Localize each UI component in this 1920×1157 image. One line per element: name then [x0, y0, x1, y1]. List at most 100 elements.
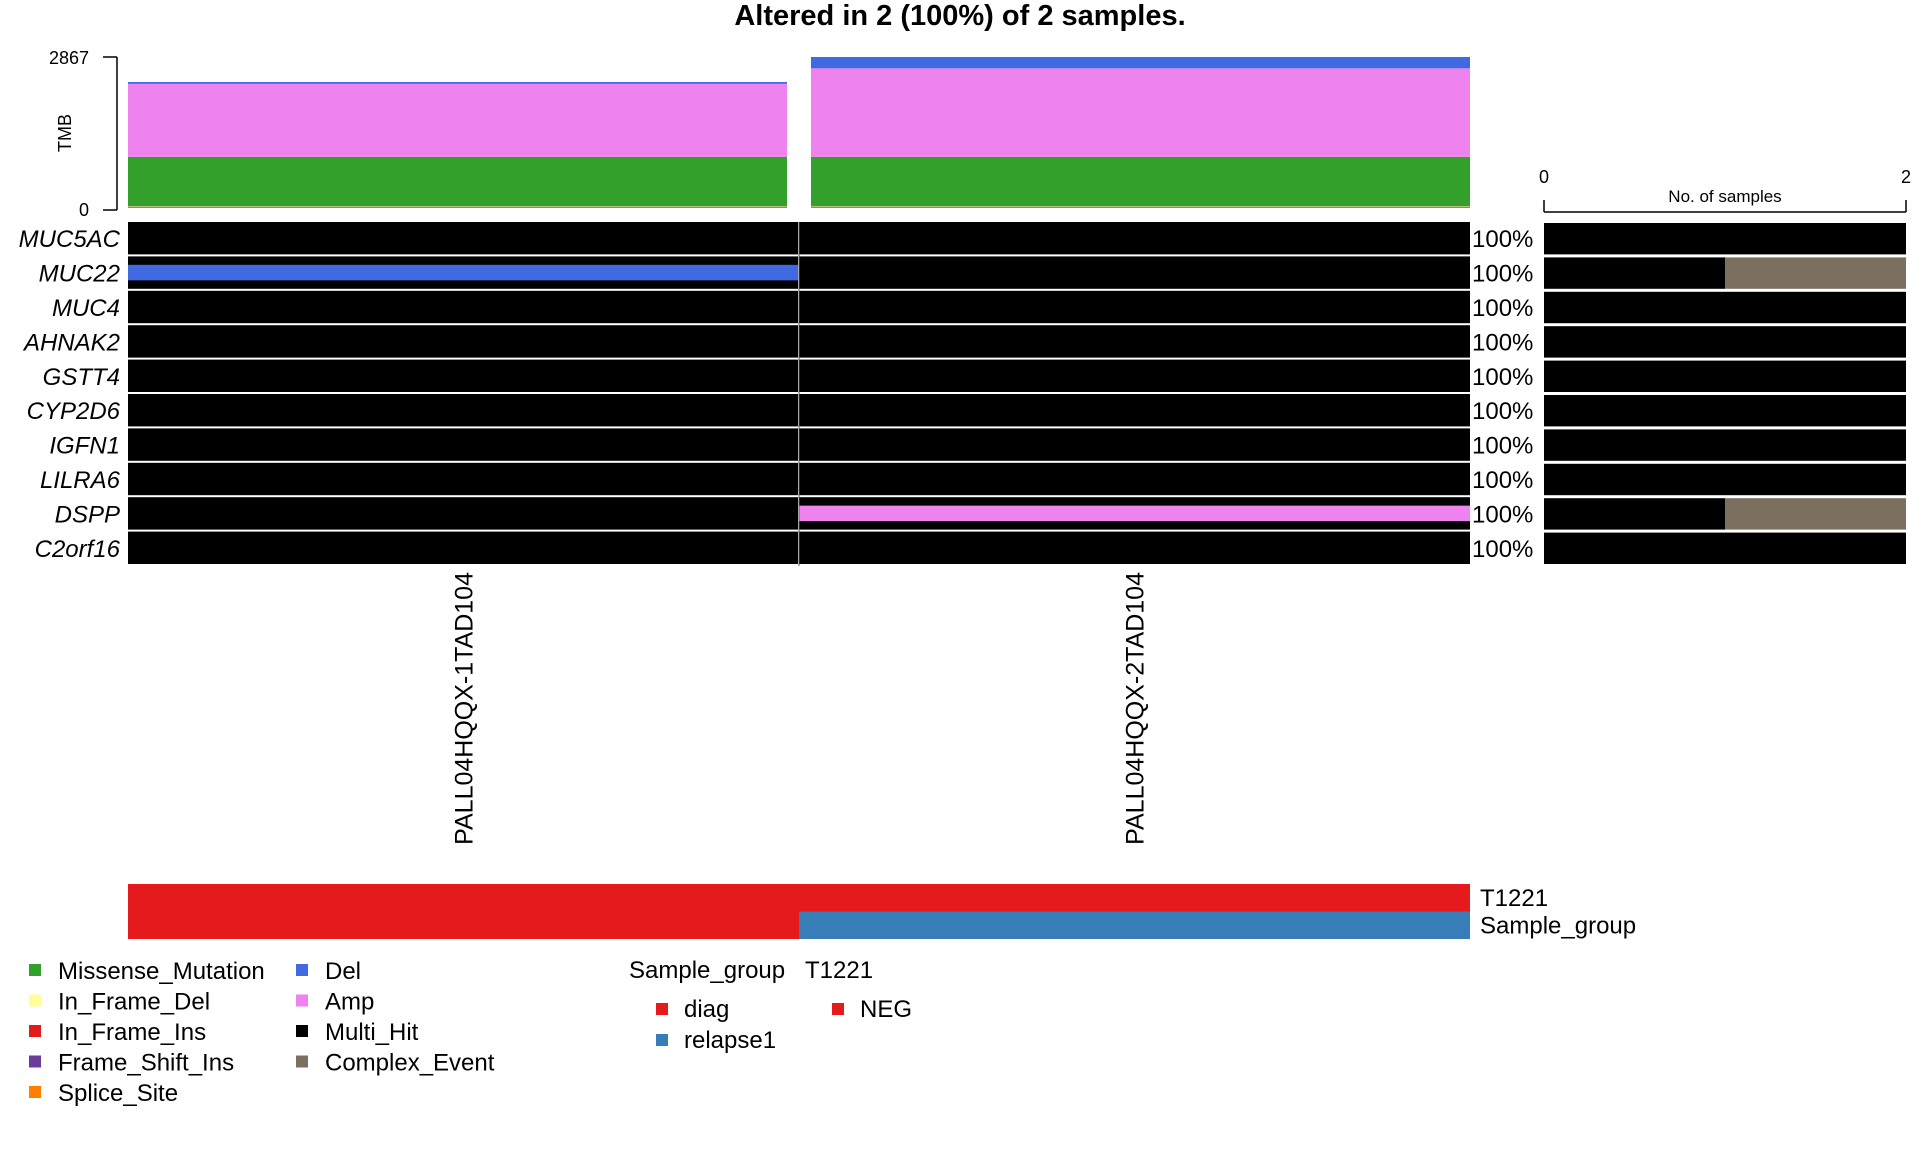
- legend-label-frame-shift-ins: Frame_Shift_Ins: [58, 1050, 234, 1077]
- legend-label-in-frame-ins: In_Frame_Ins: [58, 1019, 206, 1046]
- side-bar-cyp2d6-multi-hit: [1544, 395, 1906, 426]
- chart-title: Altered in 2 (100%) of 2 samples.: [734, 0, 1185, 32]
- legend-swatch-multi-hit: [296, 1025, 308, 1037]
- side-bar-muc22-complex-event: [1725, 257, 1906, 288]
- pct-label-lilra6: 100%: [1472, 467, 1533, 494]
- pct-label-muc5ac: 100%: [1472, 226, 1533, 253]
- tmb-bars: [128, 57, 1470, 208]
- tmb-bar-2-del: [811, 57, 1470, 68]
- side-bar-c2orf16-multi-hit: [1544, 533, 1906, 564]
- side-bar-gstt4-multi-hit: [1544, 361, 1906, 392]
- legend-swatch-complex-event: [296, 1056, 308, 1068]
- pct-label-ahnak2: 100%: [1472, 329, 1533, 356]
- side-bar-dspp-multi-hit: [1544, 498, 1725, 529]
- cell-bg-muc5ac-2: [799, 222, 1470, 254]
- cell-bg-igfn1-1: [128, 428, 798, 460]
- legend-label-missense-mutation: Missense_Mutation: [58, 958, 265, 985]
- tmb-tick-min: 0: [79, 200, 89, 220]
- side-tick-min: 0: [1539, 167, 1549, 187]
- cell-bg-muc5ac-1: [128, 222, 798, 254]
- gene-label-muc22: MUC22: [39, 261, 120, 288]
- side-bar-ahnak2-multi-hit: [1544, 326, 1906, 357]
- cell-bg-gstt4-1: [128, 360, 798, 392]
- gene-label-ahnak2: AHNAK2: [22, 329, 120, 356]
- side-bar-dspp-complex-event: [1725, 498, 1906, 529]
- side-axis-label: No. of samples: [1668, 187, 1781, 206]
- cell-bg-ahnak2-1: [128, 325, 798, 357]
- tmb-bar-1-missense-mutation: [128, 157, 787, 207]
- annotation-sample-group-1: [128, 912, 799, 940]
- annotation-legend-title-sample-group: Sample_group: [629, 957, 785, 984]
- legend-label-complex-event: Complex_Event: [325, 1050, 495, 1077]
- gene-label-gstt4: GSTT4: [43, 364, 120, 391]
- gene-labels: MUC5AC MUC22 MUC4 AHNAK2 GSTT4 CYP2D6 IGFN1 LIL…: [19, 226, 121, 563]
- legend-swatch-in-frame-del: [29, 995, 41, 1007]
- gene-label-muc5ac: MUC5AC: [19, 226, 121, 253]
- annotation-label-t1221: T1221: [1480, 885, 1548, 912]
- pct-label-muc22: 100%: [1472, 261, 1533, 288]
- cell-bg-cyp2d6-1: [128, 394, 798, 426]
- legend-label-multi-hit: Multi_Hit: [325, 1019, 419, 1046]
- sample-label-2: PALL04HQQX-2TAD104: [1122, 572, 1150, 845]
- cell-dspp-2-amp: [799, 506, 1470, 522]
- cell-bg-c2orf16-2: [799, 532, 1470, 564]
- sample-labels: PALL04HQQX-1TAD104 PALL04HQQX-2TAD104: [451, 572, 1150, 845]
- tmb-tick-max: 2867: [49, 48, 89, 68]
- pct-label-muc4: 100%: [1472, 295, 1533, 322]
- side-bar-muc22-multi-hit: [1544, 257, 1725, 288]
- side-bar-axis: 0 2 No. of samples: [1539, 167, 1911, 212]
- legend-swatch-del: [296, 964, 308, 976]
- legend-label-in-frame-del: In_Frame_Del: [58, 989, 210, 1016]
- gene-label-c2orf16: C2orf16: [35, 536, 121, 563]
- pct-label-cyp2d6: 100%: [1472, 398, 1533, 425]
- annotation-legend-label-neg: NEG: [860, 996, 912, 1023]
- gene-label-lilra6: LILRA6: [40, 467, 121, 494]
- cell-bg-ahnak2-2: [799, 325, 1470, 357]
- gene-label-dspp: DSPP: [55, 501, 120, 528]
- oncomatrix: [128, 222, 1470, 566]
- cell-bg-dspp-1: [128, 497, 798, 529]
- cell-bg-igfn1-2: [799, 428, 1470, 460]
- cell-bg-lilra6-2: [799, 463, 1470, 495]
- sample-label-1: PALL04HQQX-1TAD104: [451, 572, 479, 845]
- annotation-sample-group-2: [799, 912, 1470, 940]
- annotation-legend-label-diag: diag: [684, 996, 729, 1023]
- cell-bg-gstt4-2: [799, 360, 1470, 392]
- gene-label-cyp2d6: CYP2D6: [27, 398, 121, 425]
- tmb-bar-2-missense-mutation: [811, 157, 1470, 207]
- side-tick-max: 2: [1901, 167, 1911, 187]
- gene-label-muc4: MUC4: [52, 295, 120, 322]
- tmb-bar-2-amp: [811, 68, 1470, 156]
- annotation-t1221-1: [128, 884, 799, 912]
- legend-label-del: Del: [325, 958, 361, 985]
- cell-bg-muc4-2: [799, 291, 1470, 323]
- legend-swatch-in-frame-ins: [29, 1025, 41, 1037]
- tmb-axis: 2867 0 TMB: [49, 48, 117, 220]
- cell-bg-cyp2d6-2: [799, 394, 1470, 426]
- legend-swatch-missense-mutation: [29, 964, 41, 976]
- percentage-labels: 100%100%100%100%100%100%100%100%100%100%: [1472, 226, 1533, 563]
- side-bar-muc5ac-multi-hit: [1544, 223, 1906, 254]
- cell-bg-muc22-2: [799, 256, 1470, 288]
- pct-label-c2orf16: 100%: [1472, 536, 1533, 563]
- variant-legend: Missense_Mutation In_Frame_Del In_Frame_In…: [29, 958, 495, 1107]
- annotation-legend-swatch-relapse1: [656, 1034, 668, 1046]
- side-bar-muc4-multi-hit: [1544, 292, 1906, 323]
- gene-label-igfn1: IGFN1: [49, 433, 120, 460]
- side-bar-igfn1-multi-hit: [1544, 429, 1906, 460]
- annotation-t1221-2: [799, 884, 1470, 912]
- cell-muc22-1-del: [128, 265, 798, 281]
- annotation-label-sample-group: Sample_group: [1480, 912, 1636, 939]
- cell-bg-muc4-1: [128, 291, 798, 323]
- cell-bg-lilra6-1: [128, 463, 798, 495]
- side-bars: [1544, 223, 1906, 564]
- tmb-bar-1-amp: [128, 84, 787, 157]
- pct-label-gstt4: 100%: [1472, 364, 1533, 391]
- legend-swatch-amp: [296, 995, 308, 1007]
- annotation-legend-swatch-diag: [656, 1003, 668, 1015]
- legend-label-splice-site: Splice_Site: [58, 1080, 178, 1107]
